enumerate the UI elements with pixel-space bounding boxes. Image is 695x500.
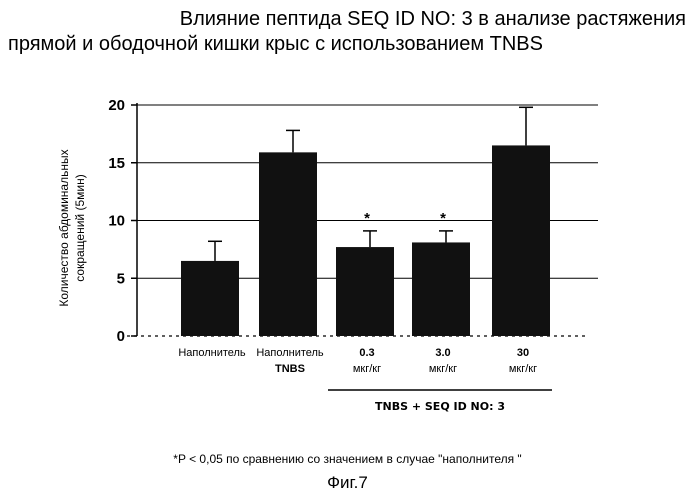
y-tick-label: 15 (108, 155, 125, 172)
y-axis-label-line-2: сокращений (5мин) (73, 174, 87, 281)
bar (492, 145, 550, 336)
significance-footnote: *P < 0,05 по сравнению со значением в сл… (173, 452, 522, 466)
figure-label: Фиг.7 (327, 473, 368, 492)
x-category-sublabel: мкг/кг (429, 363, 457, 375)
bar (259, 152, 317, 336)
x-category-sublabel: мкг/кг (509, 363, 537, 375)
bar (181, 260, 239, 336)
x-category-label: 3.0 (435, 347, 450, 359)
y-axis-label-line-1: Количество абдоминальных (57, 149, 71, 306)
x-category-label: Наполнитель (178, 347, 246, 359)
chart-title-line-1: Влияние пептида SEQ ID NO: 3 в анализе р… (179, 8, 686, 30)
significance-marker: * (364, 210, 370, 227)
bar (412, 242, 470, 336)
y-tick-label: 20 (108, 97, 125, 114)
y-tick-label: 10 (108, 213, 125, 230)
significance-marker: * (440, 210, 446, 227)
x-category-label: Наполнитель (256, 347, 324, 359)
bar-chart: 0 5 10 15 20 Количество абдоминальных сокращен… (57, 97, 598, 391)
chart-title-line-2: прямой и ободочной кишки крыс с использо… (8, 33, 543, 55)
x-category-label: 0.3 (359, 347, 374, 359)
x-category-sublabel: мкг/кг (353, 363, 381, 375)
x-category-sublabel: TNBS (275, 363, 305, 375)
y-tick-label: 5 (117, 270, 125, 287)
y-tick-label: 0 (117, 328, 125, 345)
x-category-label: 30 (517, 347, 529, 359)
treatment-group-label: TNBS + SEQ ID NO: 3 (374, 400, 505, 413)
bar (336, 247, 394, 336)
